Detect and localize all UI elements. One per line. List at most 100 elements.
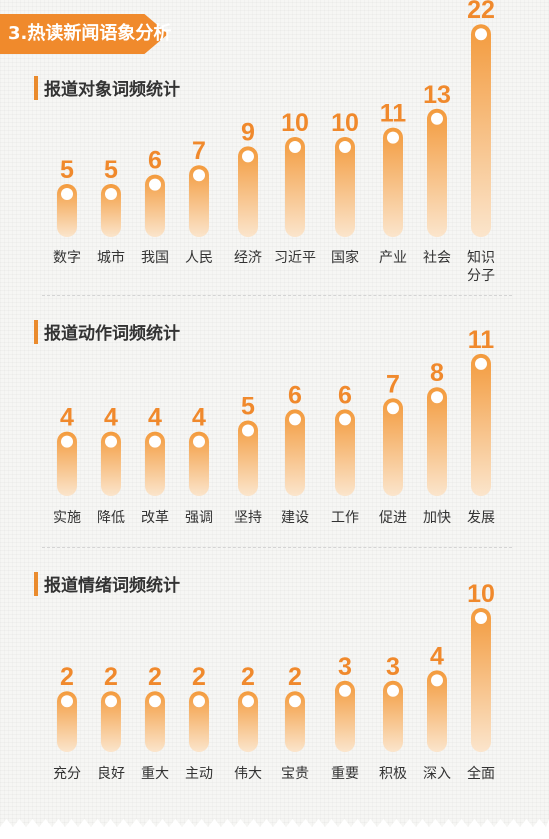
category-label: 我国 xyxy=(141,250,169,266)
section-header-tag xyxy=(0,14,168,54)
data-label: 2 xyxy=(241,663,255,691)
data-label: 2 xyxy=(60,663,74,691)
chart-title-marker xyxy=(34,320,38,344)
bar-cap-dot xyxy=(289,695,301,708)
bar-cap-dot xyxy=(387,402,399,415)
chart-title-marker xyxy=(34,76,38,100)
data-label: 7 xyxy=(386,370,400,398)
category-label: 社会 xyxy=(423,250,451,266)
bar-cap-dot xyxy=(149,695,161,708)
bar xyxy=(335,137,355,237)
bar xyxy=(427,108,447,237)
bar xyxy=(238,691,258,752)
bar-cap-dot xyxy=(61,188,73,200)
bar-cap-dot xyxy=(431,674,443,687)
bar xyxy=(383,398,403,496)
category-label: 降低 xyxy=(97,510,125,526)
bar xyxy=(427,387,447,496)
category-label: 加快 xyxy=(423,510,451,526)
bar xyxy=(285,137,305,237)
bar xyxy=(101,691,121,752)
bar-cap-dot xyxy=(105,695,117,708)
bar-cap-dot xyxy=(289,413,301,426)
data-label: 13 xyxy=(423,81,451,109)
chart-title-objects: 报道对象词频统计 xyxy=(44,80,180,100)
category-label: 坚持 xyxy=(234,510,262,526)
category-label: 城市 xyxy=(97,249,125,266)
bar-cap-dot xyxy=(242,424,254,437)
category-label: 人民 xyxy=(185,250,213,266)
bar xyxy=(471,353,491,496)
data-label: 5 xyxy=(60,156,74,184)
bar-cap-dot xyxy=(339,141,351,153)
bar-cap-dot xyxy=(193,435,205,448)
bar-cap-dot xyxy=(387,684,399,697)
category-label: 建设 xyxy=(281,510,309,526)
category-label: 积极 xyxy=(379,766,407,782)
category-label: 促进 xyxy=(379,510,407,526)
category-label: 宝贵 xyxy=(281,766,309,782)
category-label: 实施 xyxy=(53,510,81,526)
data-label: 6 xyxy=(148,147,162,175)
bar xyxy=(145,174,165,237)
category-label: 重要 xyxy=(331,766,359,782)
data-label: 9 xyxy=(241,118,255,146)
data-label: 3 xyxy=(338,653,352,681)
bar xyxy=(383,680,403,752)
data-label: 4 xyxy=(430,642,444,670)
bar-cap-dot xyxy=(387,131,399,144)
data-label: 5 xyxy=(104,156,118,184)
data-label: 22 xyxy=(467,0,495,24)
bar-cap-dot xyxy=(105,188,117,200)
bar xyxy=(238,420,258,496)
bar xyxy=(471,24,491,238)
bar-cap-dot xyxy=(475,28,487,41)
bar-cap-dot xyxy=(242,150,254,163)
bar xyxy=(57,431,77,496)
bar-cap-dot xyxy=(339,684,351,697)
bar xyxy=(101,431,121,496)
category-label: 伟大 xyxy=(234,766,262,782)
bar xyxy=(238,146,258,237)
bar-cap-dot xyxy=(242,695,254,708)
data-label: 4 xyxy=(148,404,162,432)
bar xyxy=(57,691,77,752)
bar-cap-dot xyxy=(193,169,205,182)
category-label: 深入 xyxy=(423,766,451,782)
category-label: 发展 xyxy=(467,510,495,526)
divider xyxy=(42,295,512,296)
category-label: 重大 xyxy=(141,766,169,782)
bar-cap-dot xyxy=(105,435,117,448)
bar-cap-dot xyxy=(149,178,161,191)
bar-cap-dot xyxy=(61,435,73,448)
bar xyxy=(383,127,403,237)
bar-cap-dot xyxy=(339,413,351,426)
bar-cap-dot xyxy=(431,112,443,125)
category-label: 充分 xyxy=(53,766,81,782)
data-label: 4 xyxy=(104,404,118,432)
bar xyxy=(189,431,209,496)
bar-cap-dot xyxy=(475,357,487,370)
bar xyxy=(285,409,305,496)
category-label: 产业 xyxy=(379,250,407,266)
bar xyxy=(145,691,165,752)
bar-cap-dot xyxy=(431,391,443,404)
bar-cap-dot xyxy=(289,141,301,153)
bar xyxy=(471,608,491,752)
category-label: 习近平 xyxy=(274,250,316,266)
category-label: 分子 xyxy=(467,268,495,284)
bar xyxy=(189,165,209,237)
category-label: 经济 xyxy=(234,250,262,266)
data-label: 4 xyxy=(60,404,74,432)
data-label: 6 xyxy=(338,381,352,409)
data-label: 2 xyxy=(288,663,302,691)
bar-cap-dot xyxy=(475,612,487,624)
category-label: 主动 xyxy=(185,766,213,782)
bar-cap-dot xyxy=(193,695,205,708)
bar xyxy=(335,409,355,496)
data-label: 11 xyxy=(380,100,407,128)
category-label: 强调 xyxy=(185,510,213,526)
category-label: 全面 xyxy=(467,765,495,782)
